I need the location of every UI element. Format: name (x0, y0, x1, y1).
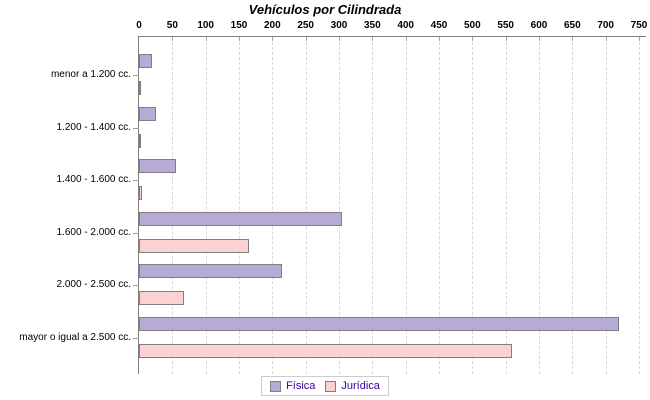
gridline-x-700 (605, 37, 607, 374)
gridline-x-100 (205, 37, 207, 374)
category-label-5: mayor o igual a 2.500 cc. (19, 332, 131, 343)
bar-fisica-0 (139, 54, 153, 68)
bar-juridica-5 (139, 344, 513, 358)
legend-item-juridica[interactable]: Jurídica (325, 380, 380, 392)
tickmark-x-550 (505, 37, 507, 41)
tick-label-x-350: 350 (363, 20, 381, 31)
tick-label-x-50: 50 (166, 20, 178, 31)
tick-label-x-700: 700 (597, 20, 614, 31)
tick-label-x-600: 600 (530, 20, 548, 31)
gridline-x-200 (272, 37, 274, 374)
legend-box: Física Jurídica (261, 376, 389, 396)
tickmark-y-1 (133, 127, 139, 129)
gridline-x-500 (472, 37, 474, 374)
tickmark-x-450 (439, 37, 440, 41)
gridline-x-150 (239, 37, 240, 374)
plot-area: 0 50 100 150 200 250 300 350 400 450 500 550 600 650 7… (19, 20, 647, 374)
gridline-x-450 (439, 37, 440, 374)
bar-juridica-3 (139, 238, 249, 253)
tickmark-x-600 (539, 37, 540, 41)
tick-label-x-550: 550 (497, 20, 514, 31)
category-label-4: 2.000 - 2.500 cc. (56, 279, 132, 291)
gridline-x-750 (639, 37, 640, 374)
legend: Física Jurídica (0, 376, 650, 396)
tickmark-y-4 (133, 285, 139, 287)
bar-fisica-1 (139, 106, 156, 121)
gridline-x-250 (305, 37, 307, 374)
tickmark-x-200 (272, 37, 274, 41)
category-label-3: 1.600 - 2.000 cc. (56, 226, 132, 238)
chart-title: Vehículos por Cilindrada (248, 2, 402, 17)
tickmark-x-50 (172, 37, 174, 41)
tickmark-x-500 (472, 37, 474, 41)
tick-label-x-100: 100 (197, 20, 214, 31)
bar-juridica-0 (139, 81, 141, 95)
tick-label-x-450: 450 (430, 20, 448, 31)
tickmark-x-400 (405, 37, 407, 41)
legend-label-fisica: Física (286, 380, 316, 392)
tickmark-y-0 (133, 75, 139, 76)
tick-label-x-750: 750 (630, 20, 648, 31)
tick-label-x-200: 200 (263, 20, 281, 31)
tick-label-x-300: 300 (330, 20, 348, 31)
tickmark-x-700 (605, 37, 607, 41)
bar-juridica-4 (139, 291, 184, 306)
tick-label-x-250: 250 (297, 20, 314, 31)
bar-juridica-1 (139, 133, 141, 148)
bar-juridica-2 (139, 186, 143, 201)
tickmark-x-150 (239, 37, 240, 41)
gridline-x-350 (372, 37, 374, 374)
gridline-x-50 (172, 37, 174, 374)
legend-label-juridica: Jurídica (341, 380, 380, 392)
tickmark-x-650 (572, 37, 574, 41)
tickmark-x-300 (339, 37, 340, 41)
tick-label-x-500: 500 (463, 20, 481, 31)
bar-fisica-3 (139, 211, 343, 226)
tickmark-x-250 (305, 37, 307, 41)
fisica-swatch-icon (270, 380, 282, 392)
gridline-x-400 (405, 37, 407, 374)
juridica-swatch-icon (325, 380, 337, 392)
legend-item-fisica[interactable]: Física (270, 380, 315, 392)
gridline-x-550 (505, 37, 507, 374)
tickmark-y-3 (133, 232, 139, 234)
tickmark-x-750 (639, 37, 640, 41)
category-label-1: 1.200 - 1.400 cc. (56, 121, 132, 133)
bar-fisica-5 (139, 317, 619, 331)
gridline-x-650 (572, 37, 574, 374)
tickmark-x-100 (205, 37, 207, 41)
tickmark-y-2 (133, 180, 139, 182)
tickmark-x-350 (372, 37, 374, 41)
tick-label-x-150: 150 (230, 20, 248, 31)
gridline-x-300 (339, 37, 340, 374)
tick-label-x-650: 650 (563, 20, 581, 31)
tickmark-y-5 (133, 338, 139, 339)
bar-fisica-2 (139, 159, 176, 174)
gridline-x-600 (539, 37, 540, 374)
tick-label-x-0: 0 (136, 20, 142, 31)
tick-label-x-400: 400 (397, 20, 414, 31)
category-label-0: menor a 1.200 cc. (50, 69, 131, 80)
bar-fisica-4 (139, 264, 283, 279)
category-label-2: 1.400 - 1.600 cc. (56, 174, 132, 186)
